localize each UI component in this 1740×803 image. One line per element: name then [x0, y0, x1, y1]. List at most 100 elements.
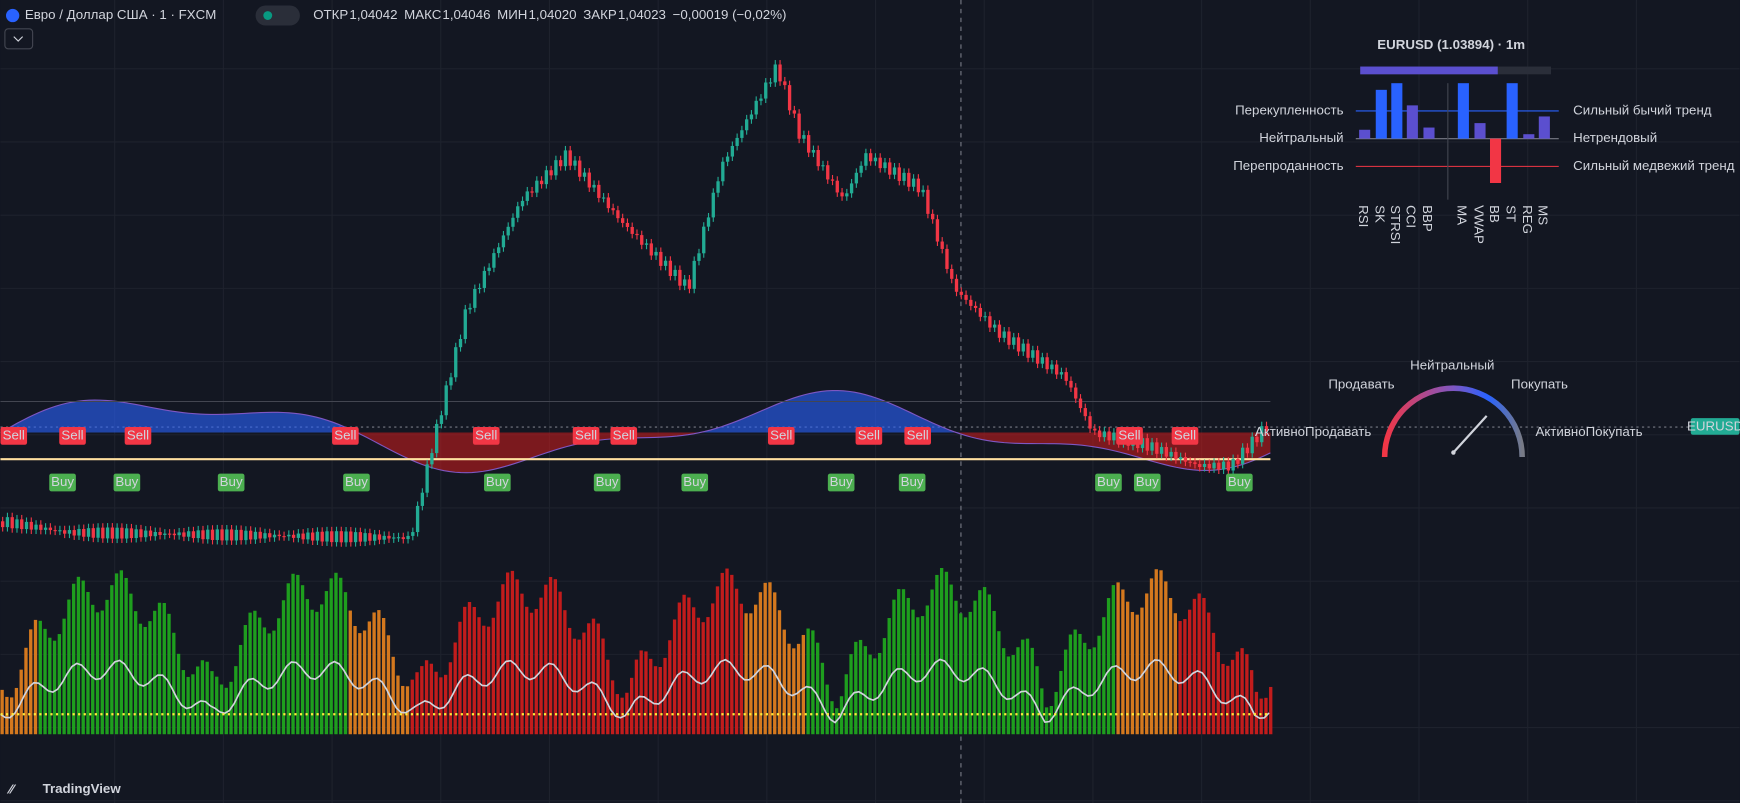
candle-body — [897, 167, 901, 181]
volume-bar — [548, 576, 553, 735]
candle-body — [315, 531, 320, 541]
candle-body — [277, 534, 281, 537]
candle-body — [1245, 447, 1250, 454]
volume-bar — [987, 594, 992, 735]
candle-body — [678, 269, 682, 286]
volume-bar — [205, 661, 209, 735]
gauge-strong-buy: АктивноПокупать — [1535, 424, 1642, 439]
volume-bar — [105, 599, 109, 735]
volume-bar — [1154, 569, 1158, 735]
candle-body — [525, 191, 529, 201]
candle-body — [144, 530, 148, 538]
volume-bar — [420, 666, 424, 735]
candle-body — [978, 307, 983, 317]
volume-bar — [863, 646, 868, 735]
symbol-icon — [5, 8, 20, 23]
candle-body — [10, 517, 14, 529]
candle-body — [20, 519, 24, 530]
volume-bar — [1197, 593, 1201, 735]
volume-bar — [892, 599, 896, 735]
candle-body — [1031, 350, 1035, 358]
sell-label: Sell — [3, 427, 25, 442]
volume-ma — [0, 658, 1270, 724]
volume-bar — [1192, 598, 1197, 735]
volume-bar — [1021, 639, 1025, 735]
candle-body — [1112, 432, 1116, 441]
volume-bar — [672, 619, 677, 735]
volume-bar — [715, 586, 720, 735]
volume-bar — [587, 623, 591, 735]
candle-body — [253, 531, 258, 540]
candle-body — [911, 178, 916, 187]
gauge-needle — [1452, 415, 1488, 454]
volume-bar — [1235, 651, 1240, 735]
candle-body — [291, 534, 296, 538]
candle-body — [249, 530, 253, 540]
volume-bar — [1207, 612, 1211, 735]
candle-body — [830, 179, 835, 181]
volume-bar — [930, 589, 934, 735]
volume-bar — [1016, 647, 1020, 735]
candle-body — [926, 189, 930, 214]
volume-bar — [553, 579, 558, 735]
candle-body — [568, 150, 572, 166]
volume-bar — [820, 662, 825, 735]
ohlc-change: −0,00019 (−0,02%) — [673, 7, 787, 22]
volume-bar — [277, 618, 281, 735]
buy-signal — [484, 473, 511, 492]
candle-body — [745, 119, 749, 131]
candle-body — [520, 200, 525, 207]
candle-body — [621, 218, 625, 223]
candle-body — [468, 307, 472, 310]
candle-body — [845, 193, 849, 197]
volume-bar — [405, 686, 410, 735]
collapse-button[interactable] — [4, 28, 34, 50]
volume-bar — [458, 621, 462, 735]
column-label: STRSI — [1388, 205, 1403, 244]
candle-body — [864, 153, 868, 166]
candle-body — [311, 532, 315, 541]
volume-bar — [644, 651, 648, 735]
volume-bar — [639, 650, 643, 735]
candle-body — [1002, 331, 1006, 338]
ohlc-value: 1,04023 — [618, 7, 666, 22]
volume-bar — [954, 600, 958, 735]
volume-bar — [210, 671, 214, 735]
ohlc-value: 1,04046 — [442, 7, 490, 22]
candle-body — [1260, 426, 1264, 443]
left-label: Нейтральный — [1259, 130, 1343, 145]
price-tag — [1690, 418, 1740, 435]
volume-bar — [181, 670, 186, 735]
panel: EURUSD (1.03894) · 1m Перекупленность Силь… — [1233, 37, 1735, 244]
sell-signal — [472, 427, 500, 445]
candle-body — [1159, 447, 1164, 454]
candle-body — [539, 180, 544, 185]
candle-body — [931, 213, 935, 220]
candle-body — [234, 529, 239, 541]
indicator-bar — [1523, 134, 1535, 139]
gauge-neutral: Нейтральный — [1410, 358, 1494, 373]
candle-body — [649, 243, 653, 256]
volume-bar — [920, 616, 925, 735]
sell-label: Sell — [334, 427, 356, 442]
candle-body — [77, 528, 81, 536]
candle-body — [959, 291, 963, 295]
volume-bar — [1025, 638, 1030, 735]
volume-bar — [1187, 609, 1192, 735]
volume-bar — [491, 617, 496, 735]
candle-body — [516, 206, 520, 218]
candle-body — [158, 531, 162, 535]
volume-bar — [367, 621, 372, 735]
volume-bar — [1006, 656, 1011, 735]
volume-bar — [319, 604, 324, 735]
candle-body — [368, 533, 372, 541]
candle-body — [396, 537, 401, 539]
volume-bar — [95, 612, 100, 735]
candle-body — [778, 64, 782, 82]
candle-body — [1064, 372, 1068, 381]
candle-body — [902, 172, 906, 181]
buy-label: Buy — [486, 474, 509, 489]
candle-body — [268, 533, 272, 538]
volume-bar — [734, 588, 739, 735]
candle-body — [950, 268, 954, 279]
